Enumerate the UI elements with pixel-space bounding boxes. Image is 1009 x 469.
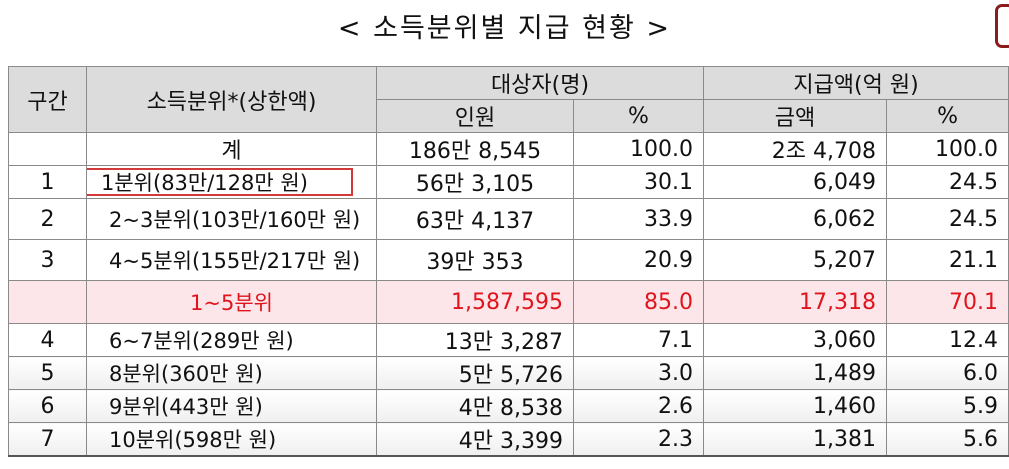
- row-gu: 7: [8, 422, 87, 457]
- subtotal-amount: 17,318: [703, 280, 888, 324]
- header-pct: %: [572, 99, 705, 133]
- row-people: 5만 5,726: [376, 356, 574, 390]
- row-gu: 3: [8, 239, 87, 281]
- row-pct: 2.3: [572, 422, 705, 457]
- corner-logo-mark: [995, 4, 1009, 48]
- total-amount: 2조 4,708: [703, 132, 888, 166]
- row-people: 13만 3,287: [376, 323, 574, 357]
- row-quintile: 4~5분위(155만/217만 원): [86, 239, 377, 281]
- row-quintile: 2~3분위(103만/160만 원): [86, 198, 377, 240]
- row-pct: 3.0: [572, 356, 705, 390]
- row-pct: 30.1: [572, 165, 705, 199]
- header-row-top: 구간 소득분위*(상한액) 대상자(명) 지급액(억 원): [8, 66, 1009, 133]
- row-gu: 6: [8, 389, 87, 423]
- row-quintile: 1분위(83만/128만 원): [86, 165, 377, 199]
- table-row-total: 계 186만 8,545 100.0 2조 4,708 100.0: [8, 132, 1009, 166]
- row-amount: 3,060: [703, 323, 888, 357]
- row-amount: 1,460: [703, 389, 888, 423]
- table-row-subtotal: 1~5분위 1,587,595 85.0 17,318 70.1: [8, 280, 1009, 324]
- page-title: < 소득분위별 지급 현황 >: [337, 13, 672, 44]
- row-people: 4만 3,399: [376, 422, 574, 457]
- total-pct2: 100.0: [886, 132, 1009, 166]
- row-gu: 2: [8, 198, 87, 240]
- subtotal-people: 1,587,595: [376, 280, 574, 324]
- subtotal-pct: 85.0: [572, 280, 705, 324]
- row-quintile: 8분위(360만 원): [86, 356, 377, 390]
- row-gu: 4: [8, 323, 87, 357]
- table-row: 6 9분위(443만 원) 4만 8,538 2.6 1,460 5.9: [8, 389, 1009, 423]
- table-row: 4 6~7분위(289만 원) 13만 3,287 7.1 3,060 12.4: [8, 323, 1009, 357]
- total-people: 186만 8,545: [376, 132, 574, 166]
- header-target: 대상자(명): [375, 66, 705, 100]
- table-row: 7 10분위(598만 원) 4만 3,399 2.3 1,381 5.6: [8, 422, 1009, 457]
- row-people: 56만 3,105: [376, 165, 574, 199]
- quintile-payment-table: 구간 소득분위*(상한액) 대상자(명) 지급액(억 원) 인원 % 금액 % …: [8, 66, 1009, 457]
- total-pct: 100.0: [572, 132, 705, 166]
- header-row-sub: 인원 % 금액 %: [9, 99, 1009, 133]
- row-pct2: 5.6: [886, 422, 1009, 457]
- table-row: 5 8분위(360만 원) 5만 5,726 3.0 1,489 6.0: [8, 356, 1009, 390]
- subtotal-pct2: 70.1: [886, 280, 1009, 324]
- row-quintile: 9분위(443만 원): [86, 389, 377, 423]
- row-gu: 5: [8, 356, 87, 390]
- header-money: 금액: [703, 99, 888, 133]
- header-pct2: %: [886, 99, 1009, 133]
- highlight-box: 1분위(83만/128만 원): [87, 168, 353, 196]
- row-gu: 1: [8, 165, 87, 199]
- row-amount: 1,489: [703, 356, 888, 390]
- row-amount: 6,062: [703, 198, 888, 240]
- header-people: 인원: [376, 99, 574, 133]
- row-people: 4만 8,538: [376, 389, 574, 423]
- quintile-payment-table-wrapper: 구간 소득분위*(상한액) 대상자(명) 지급액(억 원) 인원 % 금액 % …: [8, 66, 1009, 457]
- total-label: 계: [86, 132, 377, 166]
- table-row: 1 1분위(83만/128만 원) 56만 3,105 30.1 6,049 2…: [8, 165, 1009, 199]
- subtotal-gu: [8, 280, 87, 324]
- row-pct: 7.1: [572, 323, 705, 357]
- row-quintile: 6~7분위(289만 원): [86, 323, 377, 357]
- table-header: 구간 소득분위*(상한액) 대상자(명) 지급액(억 원) 인원 % 금액 %: [8, 66, 1009, 133]
- row-pct2: 5.9: [886, 389, 1009, 423]
- row-pct2: 6.0: [886, 356, 1009, 390]
- row-pct2: 12.4: [886, 323, 1009, 357]
- table-row: 3 4~5분위(155만/217만 원) 39만 353 20.9 5,207 …: [8, 239, 1009, 281]
- row-amount: 1,381: [703, 422, 888, 457]
- row-people: 63만 4,137: [376, 198, 574, 240]
- row-pct2: 24.5: [886, 165, 1009, 199]
- subtotal-quintile: 1~5분위: [86, 280, 377, 324]
- header-quintile: 소득분위*(상한액): [86, 66, 377, 133]
- total-gu-cell: [8, 132, 87, 166]
- table-row: 2 2~3분위(103만/160만 원) 63만 4,137 33.9 6,06…: [8, 198, 1009, 240]
- row-quintile: 10분위(598만 원): [86, 422, 377, 457]
- row-pct2: 21.1: [886, 239, 1009, 281]
- header-gu: 구간: [8, 66, 87, 133]
- row-pct: 33.9: [572, 198, 705, 240]
- table-body: 계 186만 8,545 100.0 2조 4,708 100.0 1 1분위(…: [8, 132, 1009, 457]
- row-pct2: 24.5: [886, 198, 1009, 240]
- header-amount: 지급액(억 원): [703, 66, 1009, 100]
- row-pct: 2.6: [572, 389, 705, 423]
- row-amount: 6,049: [703, 165, 888, 199]
- row-amount: 5,207: [703, 239, 888, 281]
- row-pct: 20.9: [572, 239, 705, 281]
- row-people: 39만 353: [376, 239, 574, 281]
